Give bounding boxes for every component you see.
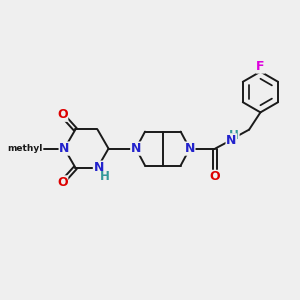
- Text: N: N: [184, 142, 195, 155]
- Text: O: O: [57, 108, 68, 121]
- Text: N: N: [93, 161, 104, 174]
- Text: O: O: [210, 170, 220, 183]
- Text: N: N: [59, 142, 70, 155]
- Text: F: F: [256, 60, 265, 73]
- Text: N: N: [131, 142, 141, 155]
- Text: N: N: [226, 134, 236, 147]
- Text: O: O: [57, 176, 68, 189]
- Text: methyl: methyl: [7, 144, 43, 153]
- Text: H: H: [229, 129, 239, 142]
- Text: H: H: [100, 170, 110, 183]
